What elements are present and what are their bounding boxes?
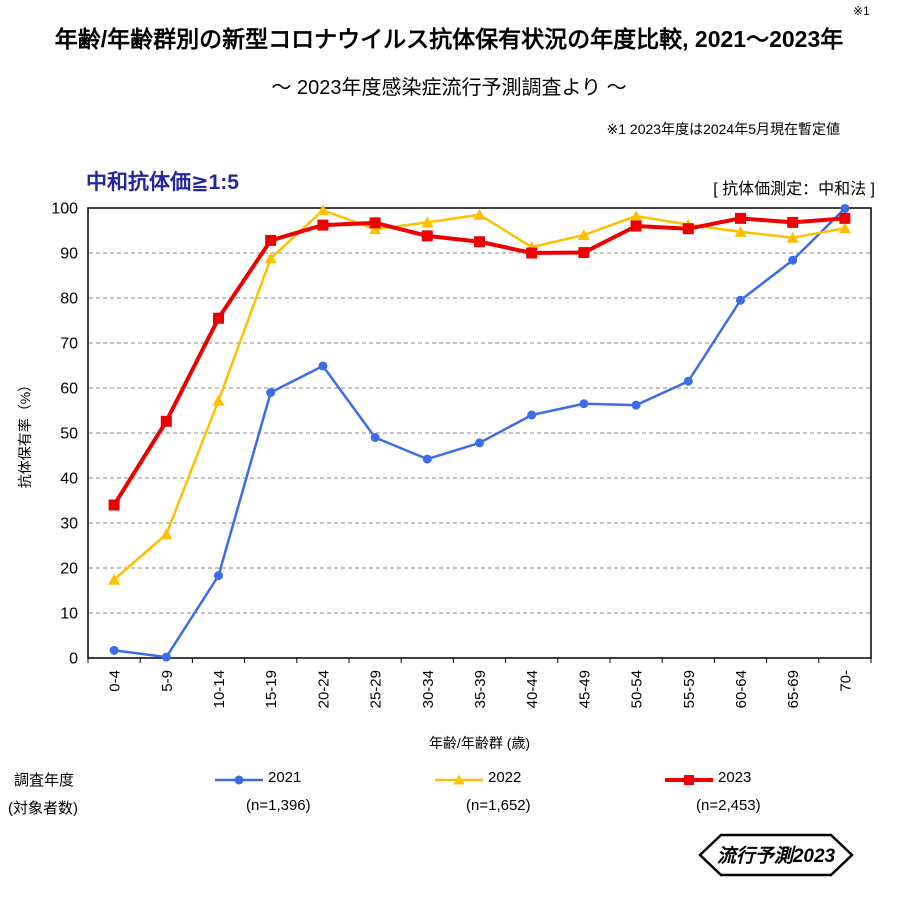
data-point-2022-30-34 xyxy=(421,216,434,228)
data-point-2023-0-4 xyxy=(108,499,120,511)
x-tick-label-20-24: 20-24 xyxy=(315,670,332,708)
legend-square-marker-icon xyxy=(684,775,694,785)
data-point-2021-15-19 xyxy=(266,388,276,397)
x-tick-label-5-9: 5-9 xyxy=(159,670,176,692)
data-point-2022-10-14 xyxy=(212,394,225,406)
data-point-2022-15-19 xyxy=(264,252,277,264)
data-point-2023-10-14 xyxy=(213,312,224,324)
legend-year-2023: 2023 xyxy=(718,769,752,786)
y-tick-label-30: 30 xyxy=(60,516,78,533)
data-point-2022-50-54 xyxy=(630,210,643,222)
data-point-2021-55-59 xyxy=(683,376,693,386)
data-point-2023-20-24 xyxy=(317,219,329,231)
legend-n-2021: (n=1,396) xyxy=(246,797,311,814)
data-point-2022-20-24 xyxy=(316,204,329,216)
line-chart: 0 10 20 30 40 50 60 70 80 90 100 0-4 5-9 10-14 15-19 20… xyxy=(17,201,872,751)
legend-survey-year-label: 調査年度 xyxy=(14,772,75,789)
data-point-2022-5-9 xyxy=(160,528,173,540)
x-tick-label-0-4: 0-4 xyxy=(107,670,124,692)
legend-swatch-2021 xyxy=(215,775,263,785)
badge-ryukou-yosoku-2023: 流行予測2023 xyxy=(698,833,854,877)
data-point-2023-60-64 xyxy=(735,212,746,224)
badge-text: 流行予測2023 xyxy=(717,845,836,867)
legend-year-2021: 2021 xyxy=(268,769,302,786)
legend-year-2022: 2022 xyxy=(488,769,522,786)
y-axis-title: 抗体保有率（%） xyxy=(17,378,33,488)
data-point-2023-65-69 xyxy=(787,216,799,228)
data-point-2022-45-49 xyxy=(577,229,590,240)
data-point-2021-50-54 xyxy=(631,400,641,410)
y-tick-label-60: 60 xyxy=(60,381,78,398)
plot-border xyxy=(87,207,872,659)
data-point-2021-5-9 xyxy=(161,652,171,662)
data-point-2021-40-44 xyxy=(527,410,537,420)
badge-hexagon-outline xyxy=(698,833,854,877)
legend-swatch-2022 xyxy=(435,774,483,785)
x-tick-label-70-: 70- xyxy=(837,670,854,692)
x-tick-label-55-59: 55-59 xyxy=(681,670,698,708)
data-point-2023-45-49 xyxy=(578,247,590,259)
y-tick-label-0: 0 xyxy=(69,651,78,668)
y-tick-label-40: 40 xyxy=(60,471,78,488)
data-point-2021-35-39 xyxy=(475,438,484,448)
data-point-2023-15-19 xyxy=(265,234,277,246)
measurement-method-label: [ 抗体価測定：中和法 ] xyxy=(713,181,875,198)
page-title: 年齢/年齢群別の新型コロナウイルス抗体保有状況の年度比較, 2021～2023年 xyxy=(54,26,844,52)
footnote: ※1 2023年度は2024年5月現在暫定値 xyxy=(606,121,840,137)
x-tick-label-25-29: 25-29 xyxy=(368,670,385,708)
x-tick-label-15-19: 15-19 xyxy=(263,670,280,708)
legend-n-2023: (n=2,453) xyxy=(696,797,761,814)
data-point-2022-65-69 xyxy=(786,231,799,243)
chart-title: 中和抗体価≧1:5 xyxy=(86,171,239,194)
x-tick-label-10-14: 10-14 xyxy=(211,670,228,708)
data-point-2021-70- xyxy=(840,203,850,213)
y-tick-label-90: 90 xyxy=(60,246,78,263)
data-point-2021-45-49 xyxy=(579,399,589,409)
footnote-marker-top: ※1 xyxy=(853,4,870,18)
x-tick-label-45-49: 45-49 xyxy=(576,670,593,708)
data-point-2022-25-29 xyxy=(369,223,382,235)
data-point-2021-30-34 xyxy=(422,454,432,464)
legend-triangle-marker-icon xyxy=(453,774,465,785)
data-point-2021-10-14 xyxy=(214,571,223,581)
data-point-2023-35-39 xyxy=(474,236,485,248)
legend-circle-marker-icon xyxy=(234,775,244,785)
data-point-2021-25-29 xyxy=(370,433,380,442)
data-point-2021-0-4 xyxy=(109,645,119,655)
y-tick-label-100: 100 xyxy=(51,201,78,218)
y-tick-label-80: 80 xyxy=(60,291,78,308)
y-tick-label-10: 10 xyxy=(60,606,78,623)
data-point-2022-35-39 xyxy=(473,208,486,220)
series-line-2023 xyxy=(112,216,846,507)
y-tick-label-70: 70 xyxy=(60,336,78,353)
y-tick-label-20: 20 xyxy=(60,561,78,578)
x-tick-label-50-54: 50-54 xyxy=(629,670,646,708)
data-point-2023-5-9 xyxy=(160,415,172,427)
data-point-2023-70- xyxy=(839,212,851,224)
data-point-2022-60-64 xyxy=(734,225,747,237)
x-tick-label-35-39: 35-39 xyxy=(472,670,489,708)
y-tick-label-50: 50 xyxy=(60,426,78,443)
x-tick-label-30-34: 30-34 xyxy=(420,670,437,708)
data-point-2023-30-34 xyxy=(421,230,433,242)
x-tick-label-65-69: 65-69 xyxy=(785,670,802,708)
legend-n-2022: (n=1,652) xyxy=(466,797,531,814)
data-point-2021-20-24 xyxy=(318,361,328,371)
x-tick-label-60-64: 60-64 xyxy=(733,670,750,708)
data-point-2023-25-29 xyxy=(369,217,381,229)
x-axis-title: 年齢/年齢群 (歳) xyxy=(429,735,530,751)
page-subtitle: ～ 2023年度感染症流行予測調査より ～ xyxy=(271,77,627,99)
data-point-2023-50-54 xyxy=(630,220,642,232)
series-line-2022 xyxy=(113,209,846,581)
data-point-2023-55-59 xyxy=(682,223,694,235)
data-point-2021-60-64 xyxy=(736,295,745,305)
data-point-2022-0-4 xyxy=(108,573,121,585)
legend-sample-size-label: (対象者数) xyxy=(8,800,78,817)
legend-swatch-2023 xyxy=(665,775,713,785)
data-point-2022-70- xyxy=(838,222,851,234)
data-point-2023-40-44 xyxy=(526,247,538,259)
x-tick-label-40-44: 40-44 xyxy=(524,670,541,708)
data-point-2021-65-69 xyxy=(788,255,798,265)
